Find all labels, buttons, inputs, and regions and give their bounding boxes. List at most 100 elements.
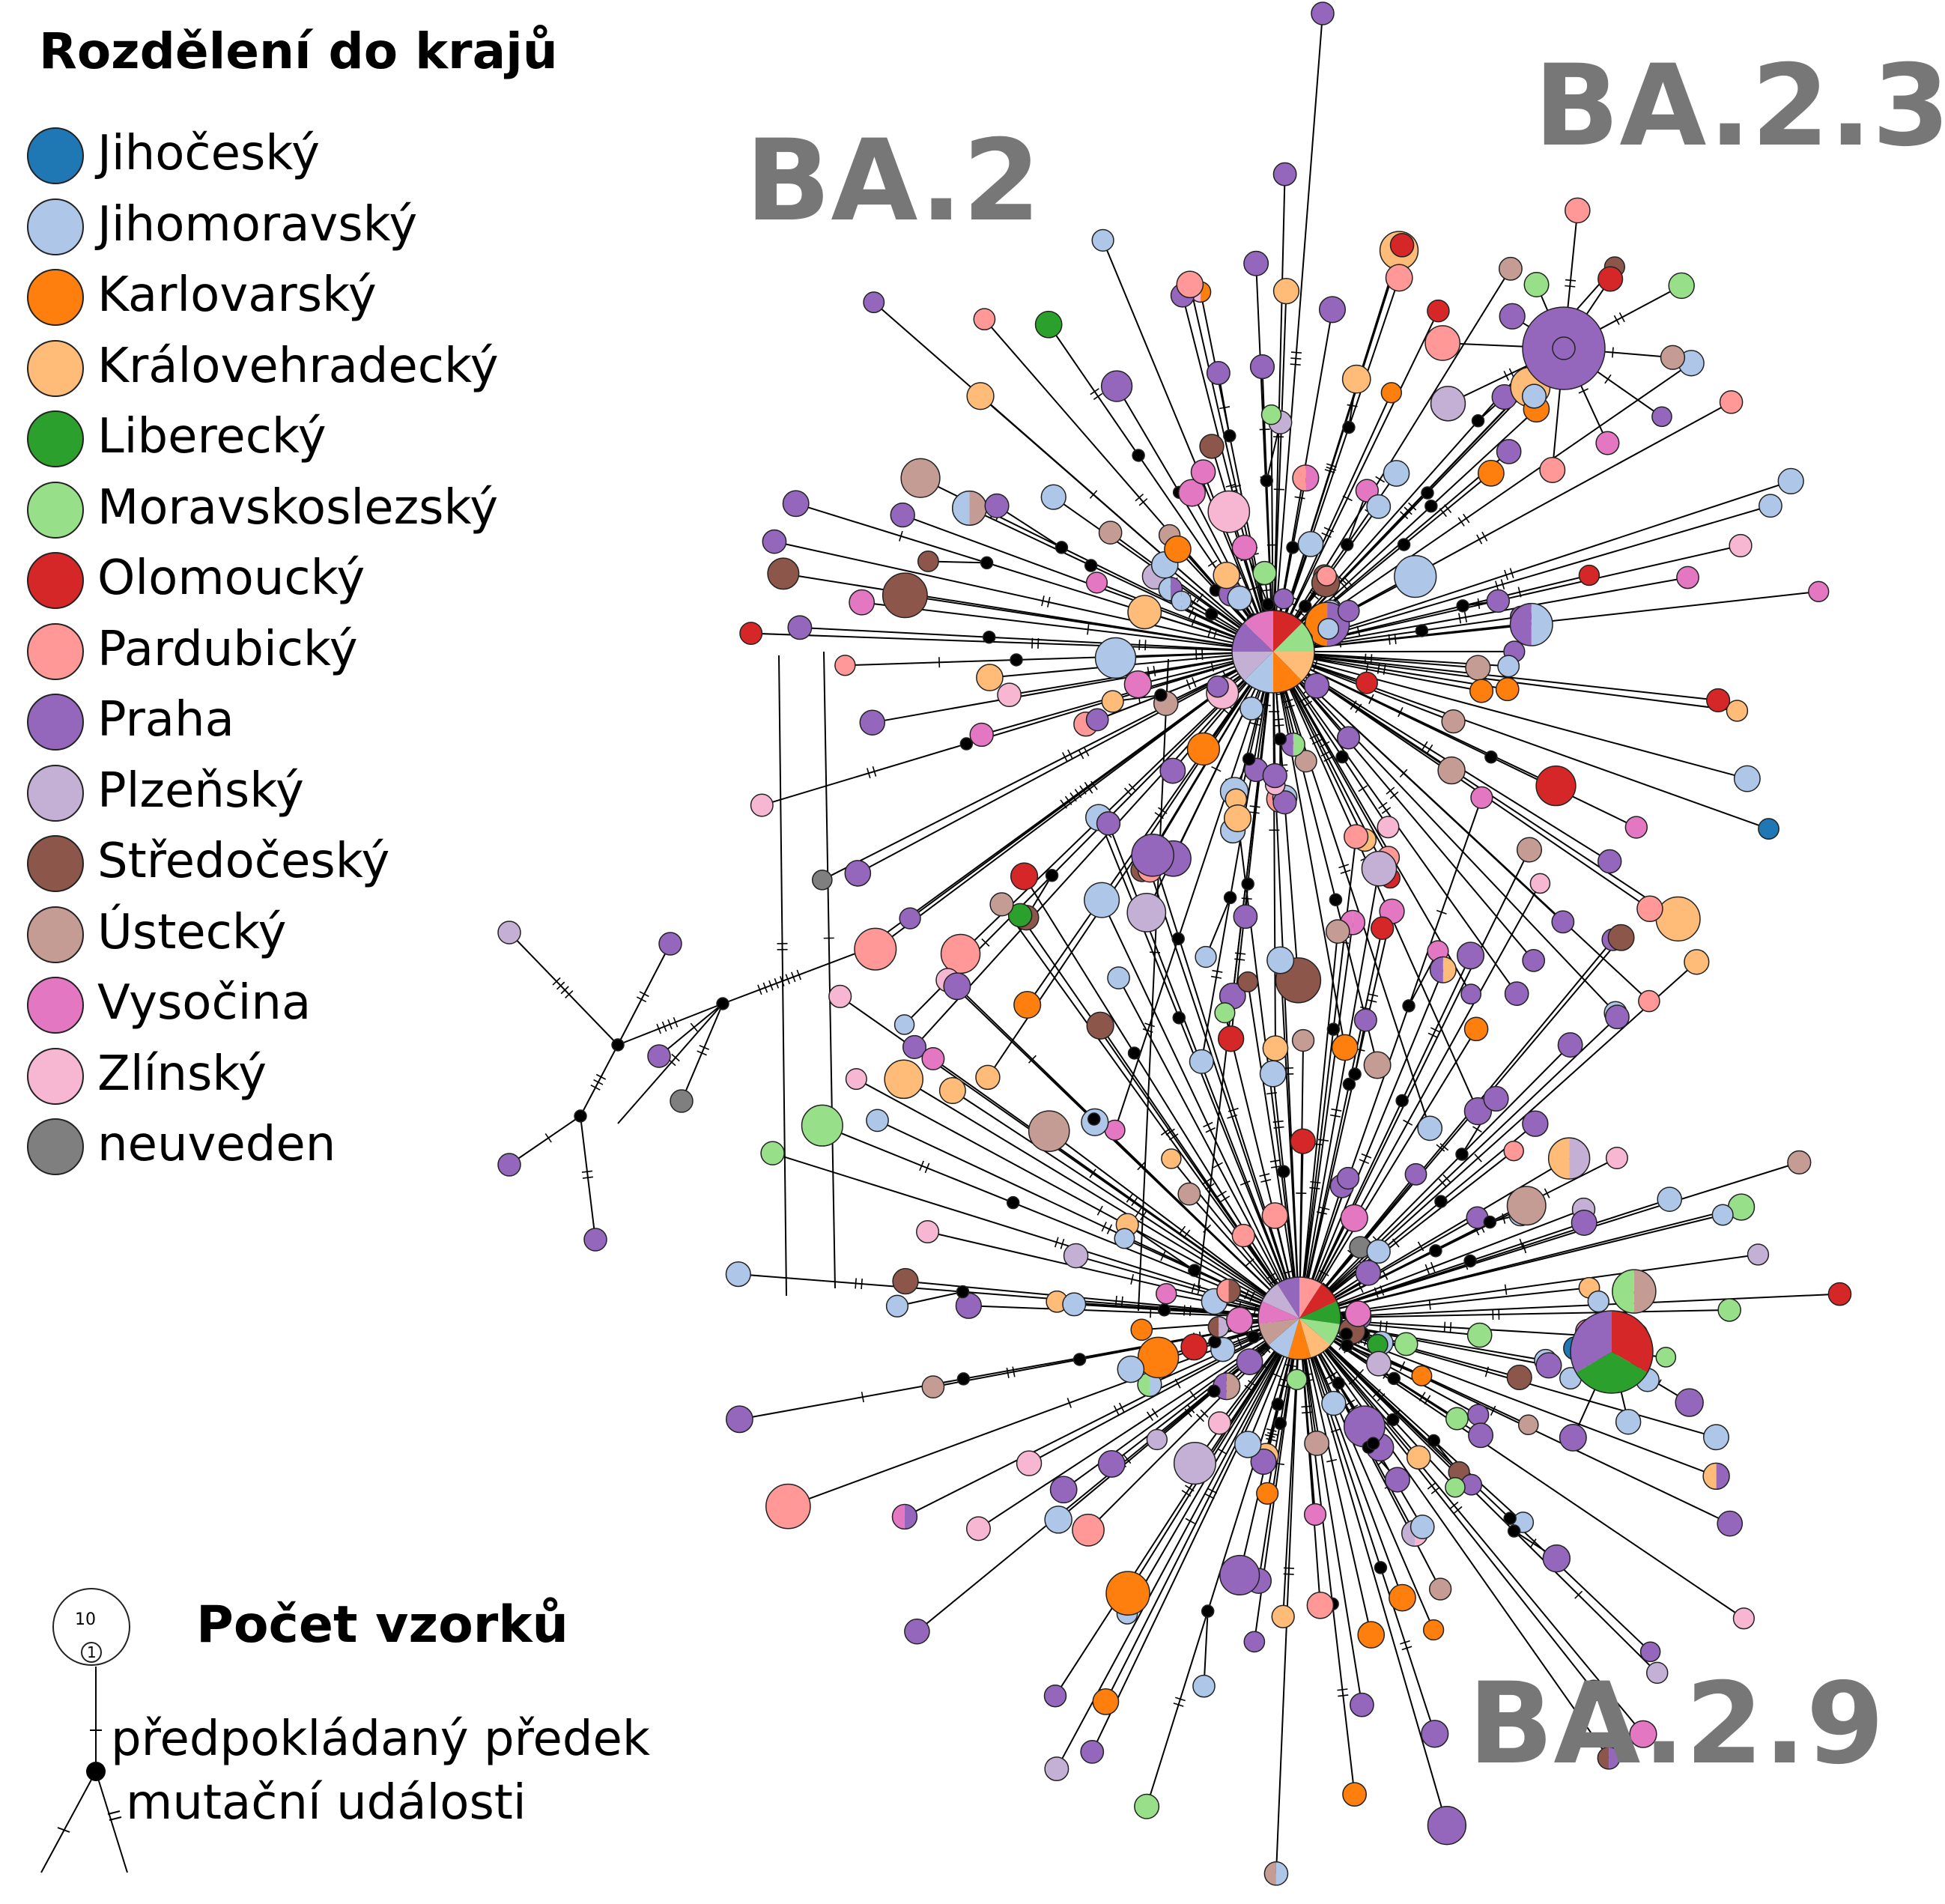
- network-edge: [1049, 1130, 1300, 1319]
- pie-slice: [1258, 1301, 1299, 1324]
- network-edge: [1421, 616, 1521, 631]
- network-edge: [1126, 1224, 1195, 1271]
- haplotype-node: [1164, 535, 1192, 563]
- haplotype-node: [1155, 1283, 1177, 1305]
- network-edge: [1299, 1016, 1618, 1319]
- mutation-tick: [1427, 1482, 1436, 1490]
- haplotype-node: [1499, 303, 1526, 330]
- ancestor-node: [1261, 598, 1275, 611]
- mutation-tick: [697, 1050, 707, 1056]
- pie-outline: [1231, 610, 1315, 694]
- haplotype-node: [940, 933, 981, 974]
- haplotype-node: [1477, 459, 1505, 487]
- haplotype-node: [497, 921, 521, 945]
- haplotype-pie-node: [1263, 1861, 1289, 1886]
- haplotype-node: [782, 490, 810, 518]
- pie-slice: [1244, 610, 1273, 652]
- network-edge: [956, 985, 1095, 1120]
- haplotype-node: [1445, 1407, 1469, 1431]
- network-edge: [1272, 1073, 1284, 1172]
- mutation-tick: [1106, 1224, 1113, 1234]
- pie-slice: [969, 491, 987, 526]
- mutation-tick: [1316, 1211, 1327, 1215]
- haplotype-node: [1243, 250, 1269, 276]
- haplotype-node: [1256, 1482, 1279, 1505]
- haplotype-node: [1646, 1661, 1669, 1685]
- haplotype-node: [882, 572, 928, 619]
- network-edge: [1087, 1318, 1300, 1531]
- mutation-tick: [1273, 488, 1284, 491]
- haplotype-node: [1787, 1150, 1812, 1174]
- haplotype-node: [1086, 1011, 1114, 1040]
- mutation-tick: [1326, 466, 1337, 471]
- network-edge: [1013, 1201, 1300, 1319]
- haplotype-pie-node: [989, 892, 1014, 917]
- network-edge: [1272, 651, 1472, 995]
- mutation-tick: [1041, 595, 1045, 607]
- haplotype-node: [1146, 1428, 1168, 1451]
- ancestor-node: [1340, 1338, 1354, 1353]
- haplotype-node: [762, 529, 787, 554]
- haplotype-node: [1325, 919, 1350, 944]
- network-edge: [1513, 1530, 1658, 1674]
- haplotype-node: [1607, 924, 1635, 951]
- haplotype-node: [1470, 786, 1493, 809]
- mutation-tick: [1358, 1282, 1364, 1294]
- haplotype-node: [1504, 981, 1529, 1006]
- ancestor-node: [1273, 732, 1287, 746]
- mutation-tick: [1213, 1162, 1223, 1168]
- network-edge: [761, 743, 967, 807]
- network-edge: [1272, 480, 1791, 652]
- mutation-tick: [1517, 586, 1522, 598]
- haplotype-node: [1406, 1445, 1431, 1470]
- haplotype-node: [1227, 585, 1252, 611]
- mutation-tick: [1522, 1243, 1527, 1254]
- haplotype-node: [765, 1483, 811, 1529]
- ancestor-node: [1332, 1376, 1345, 1390]
- mutation-tick: [1436, 909, 1447, 915]
- mutation-tick: [1380, 1285, 1385, 1296]
- mutation-tick: [762, 982, 768, 993]
- mutation-tick: [1290, 351, 1302, 354]
- mutation-tick: [1090, 388, 1099, 395]
- network-edge: [1469, 1222, 1585, 1262]
- haplotype-node: [1605, 1146, 1628, 1170]
- mutation-tick: [1212, 969, 1223, 973]
- pie-slice: [1287, 1318, 1311, 1359]
- network-edge: [952, 1090, 1300, 1319]
- haplotype-node: [1384, 1467, 1410, 1493]
- haplotype-node: [1131, 833, 1174, 877]
- haplotype-node: [1615, 1409, 1642, 1435]
- pie-slice: [1208, 1316, 1219, 1338]
- pie-outline: [1597, 1746, 1621, 1770]
- pie-slice: [904, 1504, 917, 1529]
- pie-outline: [1570, 1310, 1654, 1394]
- network-edge: [996, 505, 1062, 548]
- haplotype-node: [1516, 837, 1543, 863]
- ancestor-node: [1072, 1353, 1087, 1366]
- haplotype-node: [1177, 1182, 1201, 1206]
- legend-label: Vysočina: [97, 975, 312, 1031]
- haplotype-node: [844, 860, 872, 887]
- haplotype-node: [1344, 824, 1369, 849]
- legend-label: Praha: [97, 692, 234, 748]
- mutation-tick: [1436, 1144, 1445, 1152]
- mutation-tick: [1174, 1378, 1181, 1389]
- haplotype-node: [1231, 534, 1257, 561]
- haplotype-node: [1366, 494, 1392, 519]
- network-edge: [1299, 1318, 1404, 1598]
- haplotype-node: [1389, 1583, 1416, 1612]
- mutation-tick: [1239, 1180, 1251, 1186]
- mutation-tick: [673, 1016, 679, 1028]
- mutation-tick: [1067, 749, 1073, 760]
- haplotype-node: [1331, 1034, 1359, 1061]
- mutation-tick: [1338, 1694, 1349, 1697]
- mutation-tick: [1093, 392, 1103, 400]
- pie-outline: [1171, 590, 1192, 612]
- ancestor-node: [1397, 538, 1411, 551]
- mutation-tick: [1481, 531, 1488, 542]
- mutation-tick: [1427, 1032, 1438, 1039]
- mutation-tick: [1503, 371, 1509, 381]
- network-edge: [1114, 938, 1180, 1131]
- mutation-tick: [581, 1170, 593, 1173]
